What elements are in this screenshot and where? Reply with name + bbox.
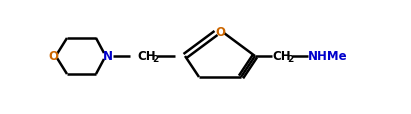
- Text: O: O: [48, 50, 58, 63]
- Text: CH: CH: [272, 49, 291, 62]
- Text: O: O: [215, 25, 225, 38]
- Text: CH: CH: [137, 49, 156, 62]
- Text: N: N: [103, 50, 113, 63]
- Text: NHMe: NHMe: [308, 49, 348, 62]
- Text: 2: 2: [287, 54, 293, 63]
- Text: 2: 2: [152, 54, 158, 63]
